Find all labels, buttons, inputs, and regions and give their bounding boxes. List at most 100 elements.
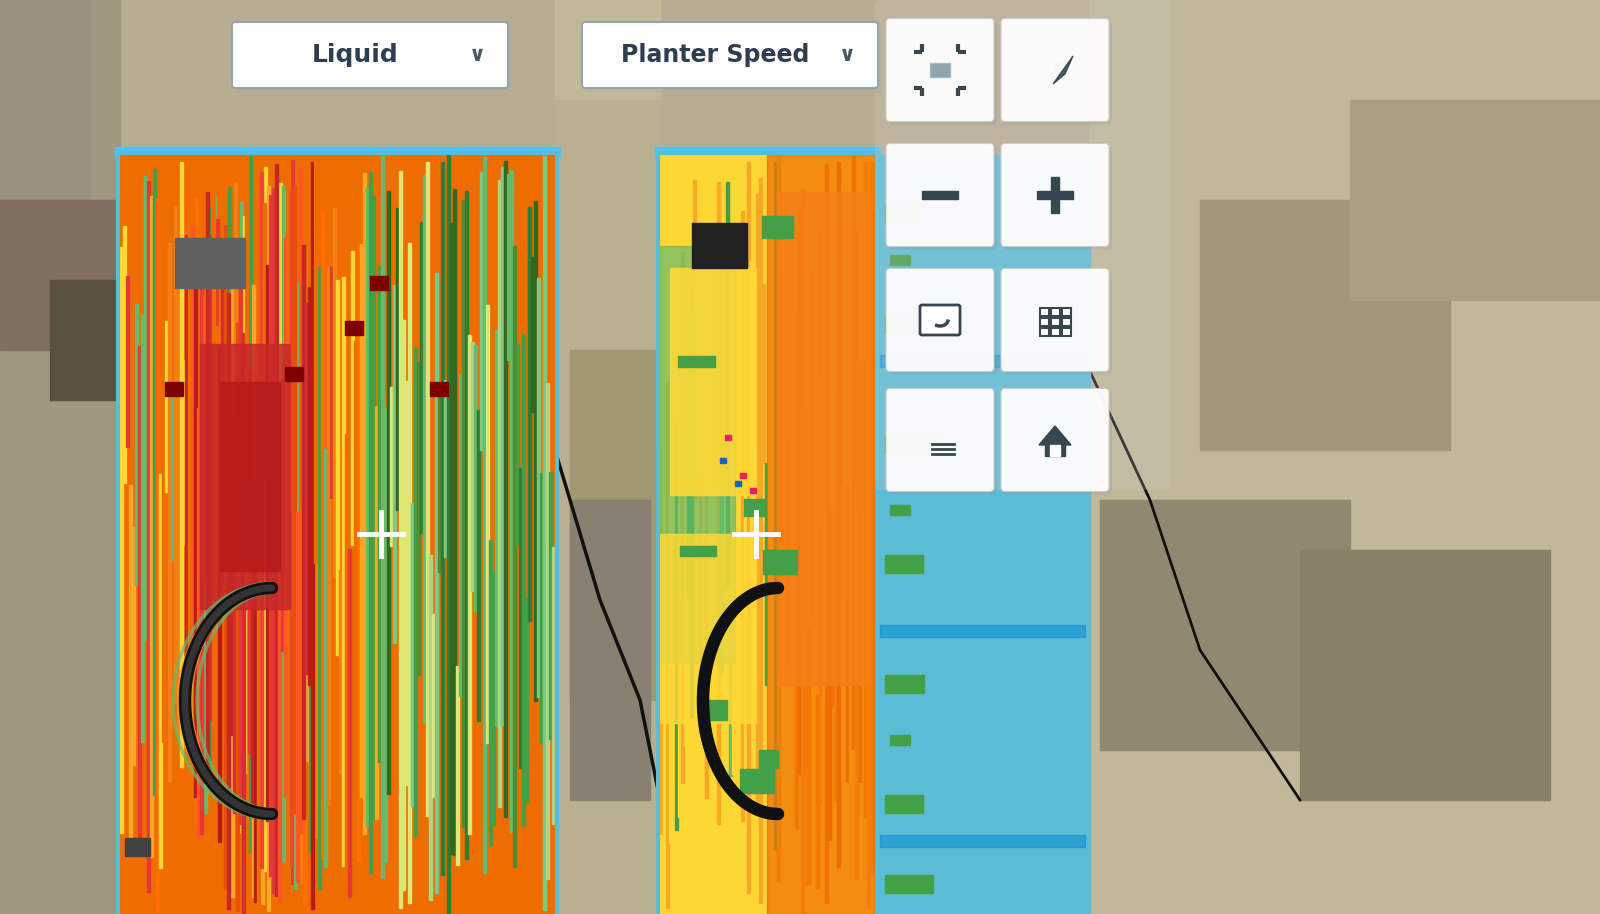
Bar xyxy=(323,449,326,867)
FancyBboxPatch shape xyxy=(890,146,997,250)
Bar xyxy=(115,147,560,157)
Bar xyxy=(157,198,158,911)
FancyBboxPatch shape xyxy=(232,22,509,88)
Bar xyxy=(880,835,1085,847)
Bar xyxy=(333,208,336,578)
Bar xyxy=(864,162,867,817)
Bar xyxy=(810,271,813,614)
Bar xyxy=(830,515,834,706)
Bar xyxy=(778,192,867,685)
Bar xyxy=(275,164,278,896)
Bar xyxy=(422,175,426,723)
Bar xyxy=(734,253,738,597)
FancyBboxPatch shape xyxy=(886,143,994,247)
Bar xyxy=(178,246,179,736)
Bar xyxy=(269,195,272,876)
FancyBboxPatch shape xyxy=(1005,271,1112,375)
Bar xyxy=(525,598,528,802)
Bar xyxy=(307,287,310,685)
FancyBboxPatch shape xyxy=(1005,146,1112,250)
Bar xyxy=(210,406,213,773)
Bar xyxy=(234,182,237,373)
Bar xyxy=(211,172,214,833)
Bar xyxy=(426,162,429,816)
Bar xyxy=(360,244,363,797)
Bar xyxy=(326,267,330,804)
Bar xyxy=(685,337,686,745)
Bar xyxy=(782,218,786,891)
FancyBboxPatch shape xyxy=(890,391,997,494)
Bar xyxy=(854,229,858,879)
Bar xyxy=(885,435,941,453)
Bar xyxy=(299,168,302,833)
Bar xyxy=(222,217,226,839)
Bar xyxy=(158,474,162,868)
Bar xyxy=(686,312,690,595)
Bar xyxy=(230,455,234,735)
Bar xyxy=(216,219,219,384)
Bar xyxy=(253,285,254,897)
Bar xyxy=(726,182,730,587)
Polygon shape xyxy=(1038,426,1070,445)
FancyBboxPatch shape xyxy=(1002,18,1109,122)
Bar xyxy=(240,202,243,385)
Bar xyxy=(310,162,314,909)
Bar xyxy=(515,344,518,545)
Bar xyxy=(826,164,829,903)
Bar xyxy=(174,238,245,288)
Bar xyxy=(226,235,229,884)
Bar xyxy=(730,602,733,776)
Bar xyxy=(210,236,211,720)
Bar xyxy=(154,169,157,795)
Bar xyxy=(192,414,195,670)
Bar xyxy=(278,183,282,504)
Bar xyxy=(549,472,552,739)
Bar xyxy=(774,162,778,850)
Bar xyxy=(118,153,557,914)
Bar xyxy=(738,180,741,576)
Bar xyxy=(165,321,168,492)
Bar xyxy=(130,485,131,850)
Bar xyxy=(795,315,798,828)
Bar xyxy=(666,383,669,908)
Text: ∨: ∨ xyxy=(838,45,856,65)
Bar xyxy=(272,188,275,893)
Bar xyxy=(264,167,267,871)
Bar xyxy=(680,546,717,556)
Bar xyxy=(467,335,470,834)
Bar xyxy=(707,201,710,754)
Bar xyxy=(354,341,357,615)
Bar xyxy=(213,195,216,725)
Bar xyxy=(781,276,782,541)
Bar xyxy=(390,387,394,546)
Bar xyxy=(885,315,918,333)
Bar xyxy=(322,212,323,859)
Bar xyxy=(384,408,387,862)
Bar xyxy=(880,625,1085,637)
Bar xyxy=(762,284,765,463)
Bar xyxy=(733,442,734,774)
Bar xyxy=(315,314,318,838)
Bar xyxy=(290,189,293,865)
Bar xyxy=(282,186,285,861)
Bar xyxy=(890,505,910,515)
Bar xyxy=(555,100,661,914)
Bar xyxy=(398,171,402,908)
Bar xyxy=(661,448,662,834)
Bar xyxy=(261,361,264,904)
Bar xyxy=(837,162,840,867)
FancyBboxPatch shape xyxy=(1002,143,1109,247)
Bar xyxy=(1299,550,1550,800)
Bar xyxy=(528,207,531,621)
Bar xyxy=(309,291,312,852)
Bar xyxy=(302,531,306,906)
Bar xyxy=(744,471,747,769)
Text: Liquid: Liquid xyxy=(312,43,398,67)
Bar xyxy=(293,186,296,813)
Bar xyxy=(246,326,250,575)
Bar xyxy=(1200,200,1450,450)
Bar xyxy=(370,276,387,290)
Bar xyxy=(498,180,501,807)
Bar xyxy=(203,295,206,582)
Bar xyxy=(931,64,949,76)
